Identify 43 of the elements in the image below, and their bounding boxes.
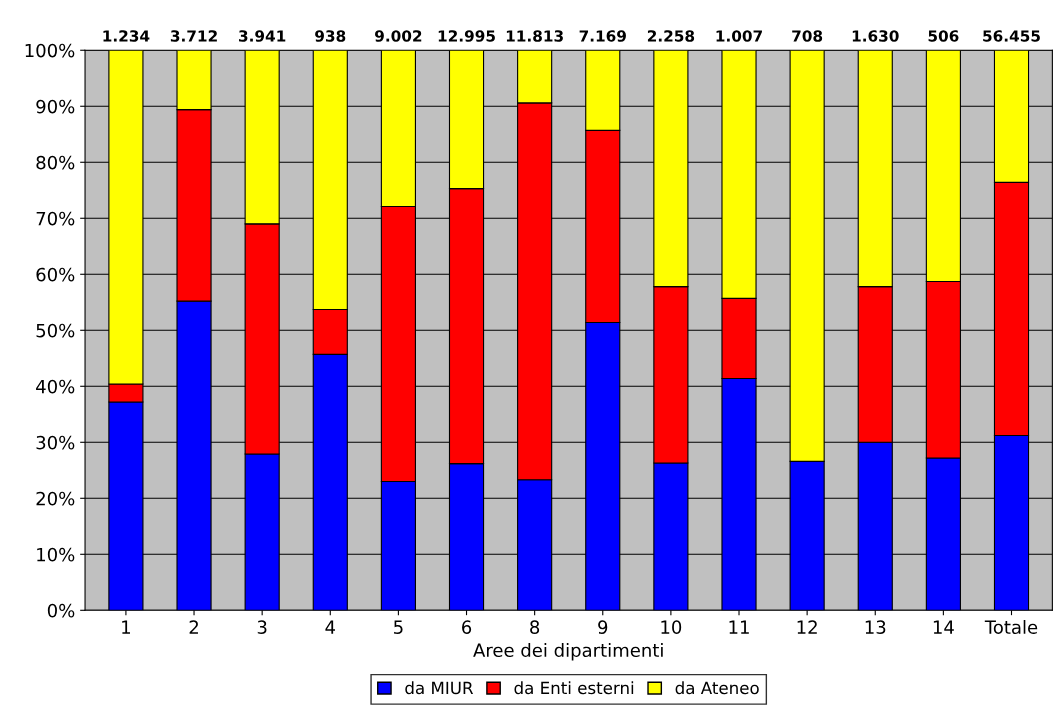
annotation: 11.813	[506, 30, 563, 42]
legend-label: da Enti esterni	[514, 681, 634, 695]
y-tick-label: 70%	[36, 211, 75, 226]
annotation: 1.630	[852, 30, 899, 42]
y-tick-label: 40%	[36, 379, 75, 394]
y-tick-label: 60%	[36, 267, 75, 282]
legend-label: da MIUR	[405, 681, 474, 695]
x-tick-label: 4	[325, 620, 336, 634]
annotation: 3.712	[170, 30, 217, 42]
annotation: 1.007	[716, 30, 762, 42]
y-tick-label: 50%	[36, 323, 75, 338]
annotation: 2.258	[647, 30, 695, 42]
annotation: 708	[792, 30, 823, 42]
x-tick-label: 3	[257, 620, 267, 634]
annotation: 12.995	[438, 30, 495, 42]
annotation: 56.455	[983, 30, 1040, 42]
annotation: 938	[315, 30, 346, 42]
annotation: 7.169	[579, 30, 626, 42]
x-tick-label: 11	[729, 620, 749, 634]
y-tick-label: 10%	[37, 547, 75, 562]
x-tick-label: 8	[530, 620, 540, 634]
y-tick-label: 90%	[36, 99, 75, 114]
x-tick-label: 1	[122, 620, 130, 634]
x-tick-label: 12	[797, 620, 817, 634]
x-tick-label: 10	[661, 620, 682, 634]
y-tick-label: 30%	[36, 435, 75, 450]
x-tick-label: Totale	[984, 620, 1038, 634]
legend-label: da Ateneo	[675, 681, 759, 695]
x-tick-label: 9	[598, 620, 608, 634]
x-axis-title: Aree dei dipartimenti	[473, 643, 663, 661]
y-tick-label: 80%	[36, 155, 75, 170]
annotation: 9.002	[375, 30, 422, 42]
y-tick-label: 0%	[47, 603, 75, 618]
y-tick-label: 100%	[25, 43, 75, 58]
x-tick-label: 2	[189, 620, 198, 634]
x-tick-label: 6	[462, 620, 472, 634]
x-tick-label: 13	[865, 620, 886, 634]
x-tick-label: 14	[933, 620, 954, 634]
annotation: 3.941	[239, 30, 286, 42]
annotation: 506	[928, 30, 959, 42]
y-tick-label: 20%	[36, 491, 75, 506]
x-tick-label: 5	[394, 620, 403, 634]
annotation: 1.234	[103, 30, 150, 42]
